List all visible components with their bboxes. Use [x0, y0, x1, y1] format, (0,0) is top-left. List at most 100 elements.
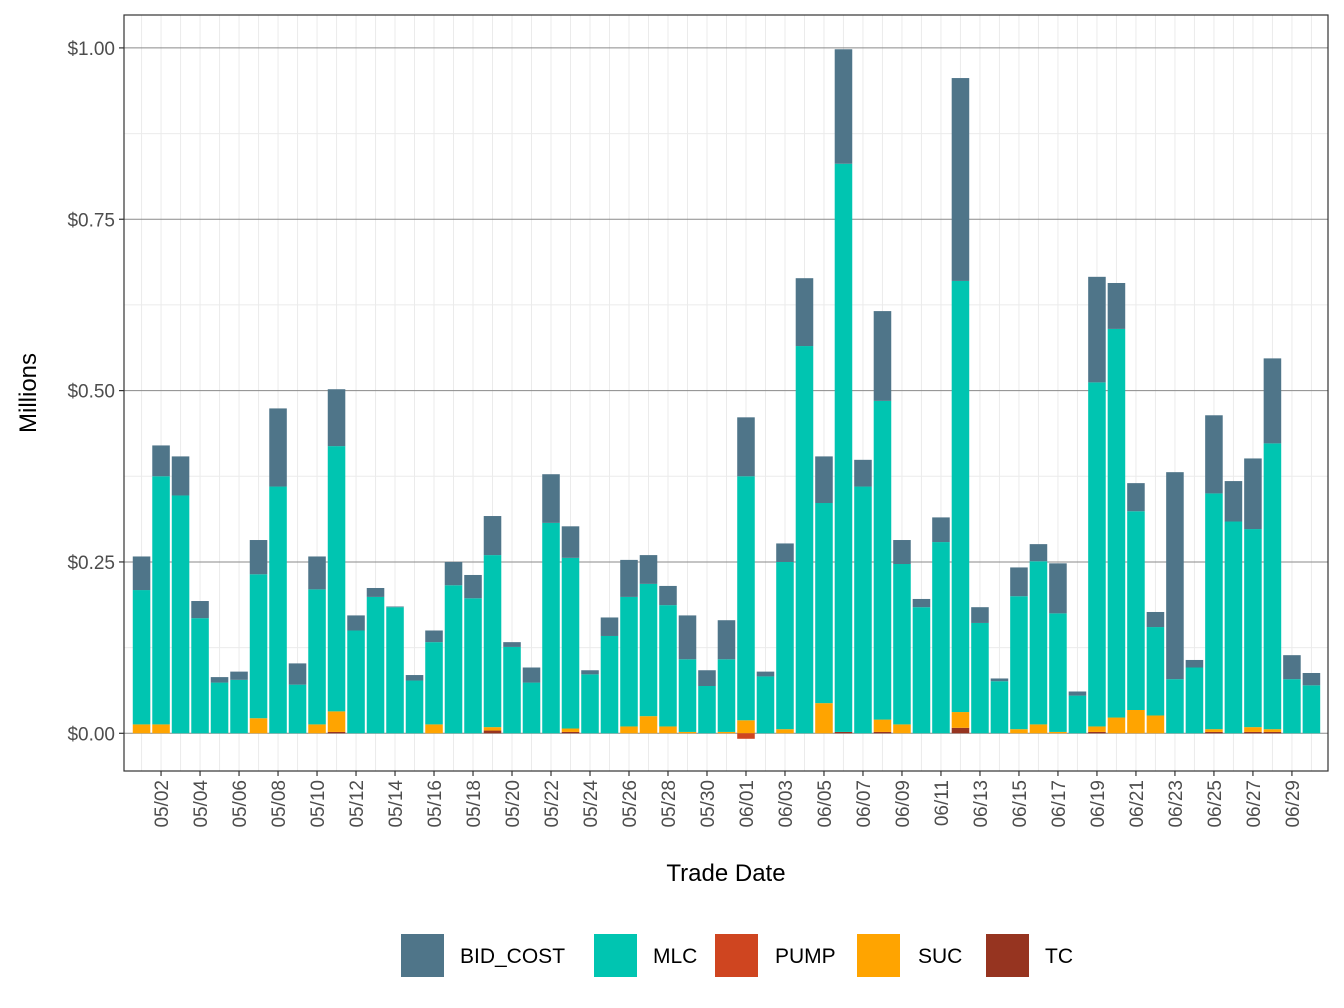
bar-segment-mlc [152, 476, 170, 725]
bar-segment-bid-cost [542, 474, 560, 523]
bar-segment-bid-cost [366, 587, 385, 597]
bar-segment-suc [1049, 731, 1067, 734]
bar-segment-mlc [815, 503, 833, 704]
bar-segment-bid-cost [971, 607, 989, 623]
bar-segment-mlc [522, 682, 541, 734]
x-axis: 05/02 05/04 05/06 05/08 05/10 05/12 05/14 05/16… [152, 771, 1304, 828]
bar-segment-mlc [873, 400, 892, 720]
bar-segment-bid-cost [132, 556, 151, 591]
bar-segment-bid-cost [1029, 544, 1048, 562]
bar-segment-tc [483, 730, 502, 734]
bar-segment-tc [1205, 731, 1223, 734]
bar-segment-mlc [1107, 328, 1126, 718]
bar-segment-bid-cost [893, 540, 911, 565]
legend-label: SUC [918, 945, 962, 968]
x-tick-label: 06/07 [854, 780, 875, 828]
legend-label: PUMP [775, 945, 836, 968]
bar-segment-mlc [1049, 613, 1067, 732]
bar-segment-suc [1107, 717, 1126, 734]
bar-segment-tc [1088, 731, 1106, 734]
bar-segment-bid-cost [464, 574, 482, 599]
bar-segment-bid-cost [249, 540, 268, 575]
x-tick-label: 05/22 [542, 780, 563, 828]
bar-segment-mlc [834, 163, 853, 732]
bar-segment-bid-cost [620, 559, 638, 597]
bar-segment-mlc [581, 674, 599, 734]
bar-segment-bid-cost [1146, 611, 1165, 628]
bar-segment-bid-cost [951, 78, 970, 281]
x-tick-label: 05/04 [191, 780, 212, 828]
bar-segment-bid-cost [756, 671, 775, 677]
bar-segment-bid-cost [873, 311, 892, 401]
bar-segment-mlc [932, 542, 950, 734]
bar-segment-bid-cost [932, 517, 950, 543]
bar-segment-mlc [1185, 667, 1204, 734]
bar-segment-bid-cost [1283, 655, 1301, 680]
bar-segment-suc [893, 724, 911, 734]
bar-segment-suc [1029, 724, 1048, 734]
bar-segment-mlc [405, 680, 424, 734]
bar-segment-bid-cost [698, 670, 716, 687]
bar-segment-suc [132, 724, 151, 734]
bar-segment-mlc [1068, 695, 1087, 734]
bar-segment-bid-cost [912, 598, 931, 608]
legend: BID_COST MLC PUMP SUC TC [401, 934, 1073, 977]
bar-segment-tc [561, 731, 580, 734]
x-tick-label: 05/24 [581, 780, 602, 828]
bar-segment-suc [1127, 709, 1145, 734]
bar-segment-bid-cost [1107, 282, 1126, 329]
x-tick-label: 06/01 [737, 780, 758, 828]
bar-segment-suc [1263, 729, 1282, 732]
y-axis-title: Millions [15, 353, 42, 433]
y-tick-label: $0.50 [67, 382, 115, 403]
x-tick-label: 06/29 [1283, 780, 1304, 828]
legend-label: MLC [653, 945, 697, 968]
bar-segment-bid-cost [678, 615, 697, 660]
bar-segment-mlc [230, 679, 248, 734]
y-tick-label: $0.75 [67, 210, 115, 231]
bar-segment-bid-cost [152, 445, 170, 477]
bar-segment-mlc [444, 585, 463, 734]
x-axis-title: Trade Date [666, 860, 785, 887]
x-tick-label: 06/03 [776, 780, 797, 828]
x-tick-label: 05/26 [620, 780, 641, 828]
bar-segment-bid-cost [600, 617, 619, 636]
legend-key-tc [986, 934, 1029, 977]
bar-segment-suc [561, 728, 580, 732]
x-tick-label: 06/15 [1010, 780, 1031, 828]
bar-segment-bid-cost [834, 49, 853, 164]
bar-segment-mlc [1127, 511, 1145, 710]
bar-segment-suc [152, 724, 170, 734]
bar-segment-mlc [464, 598, 482, 734]
bar-segment-bid-cost [795, 278, 814, 347]
bar-segment-mlc [737, 476, 755, 721]
bar-segment-bid-cost [191, 601, 209, 619]
bar-segment-mlc [327, 446, 346, 712]
bar-segment-suc [776, 729, 794, 734]
bar-segment-mlc [1224, 521, 1243, 734]
bar-segment-bid-cost [210, 677, 229, 683]
bar-segment-bid-cost [815, 456, 833, 504]
bar-segment-mlc [171, 495, 190, 734]
x-tick-label: 05/14 [386, 780, 407, 828]
bar-segment-mlc [132, 590, 151, 725]
bar-segment-suc [249, 718, 268, 734]
bar-segment-bid-cost [1244, 458, 1262, 530]
bar-segment-mlc [639, 583, 658, 717]
bar-segment-bid-cost [269, 408, 287, 487]
x-tick-label: 06/25 [1205, 780, 1226, 828]
y-tick-label: $0.00 [67, 724, 115, 745]
bar-segment-suc [951, 712, 970, 728]
bar-segment-suc [1010, 729, 1028, 734]
bar-segment-bid-cost [386, 606, 404, 608]
x-tick-label: 06/13 [971, 780, 992, 828]
bar-segment-suc [737, 720, 755, 734]
bar-segment-bid-cost [425, 630, 443, 643]
bar-segment-bid-cost [503, 642, 521, 647]
bar-segment-suc [1205, 729, 1223, 732]
y-tick-label: $0.25 [67, 553, 115, 574]
bar-segment-tc [834, 731, 853, 734]
bar-segment-bid-cost [659, 585, 677, 606]
bar-segment-bid-cost [581, 670, 599, 675]
bar-segment-suc [717, 731, 736, 734]
